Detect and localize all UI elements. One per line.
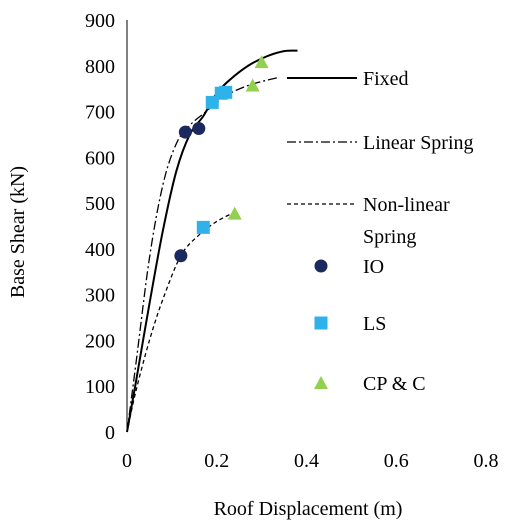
legend: Fixed Linear Spring Non-linear Spring IO LS CP… xyxy=(287,68,474,395)
legend-label-ls: LS xyxy=(363,313,386,335)
y-tick-label: 800 xyxy=(85,56,115,78)
point-cp-c xyxy=(227,206,242,220)
x-tick-label: 0.2 xyxy=(204,450,229,472)
legend-label-cp-c: CP & C xyxy=(363,373,426,395)
legend-swatch-io xyxy=(314,259,328,273)
y-tick-label: 0 xyxy=(105,422,115,444)
y-tick-label: 900 xyxy=(85,10,115,32)
y-tick-label: 300 xyxy=(85,285,115,307)
legend-label-non-linear-spring: Non-linear Spring xyxy=(363,194,450,248)
legend-label-linear-spring: Linear Spring xyxy=(363,132,474,154)
series-line-fixed xyxy=(126,49,298,433)
y-tick-label: 400 xyxy=(85,239,115,261)
x-tick-label: 0.8 xyxy=(474,450,499,472)
series-line-linear-spring xyxy=(126,76,280,433)
y-tick-label: 100 xyxy=(85,376,115,398)
point-cp-c xyxy=(254,55,269,69)
point-ls xyxy=(196,220,210,234)
point-io xyxy=(192,121,206,135)
legend-swatch-cp-c xyxy=(314,376,328,389)
x-axis-label: Roof Displacement (m) xyxy=(214,498,403,520)
axes: 0 100 200 300 400 500 600 700 800 900 0 0.2 0.4 0.6 0.… xyxy=(85,10,499,472)
x-tick-label: 0.4 xyxy=(294,450,319,472)
x-tick-label: 0.6 xyxy=(384,450,409,472)
series-line-non-linear-spring xyxy=(126,211,235,433)
legend-label-fixed: Fixed xyxy=(363,68,409,90)
legend-swatch-ls xyxy=(314,316,328,330)
y-tick-label: 600 xyxy=(85,147,115,169)
y-tick-label: 500 xyxy=(85,193,115,215)
x-tick-label: 0 xyxy=(122,450,132,472)
y-axis-label: Base Shear (kN) xyxy=(7,166,29,298)
point-cp-c xyxy=(245,78,260,92)
point-ls xyxy=(219,85,233,99)
plot-area xyxy=(126,49,298,433)
legend-label-io: IO xyxy=(363,256,384,278)
point-io xyxy=(174,249,188,263)
y-tick-label: 200 xyxy=(85,330,115,352)
point-io xyxy=(178,125,192,139)
y-tick-label: 700 xyxy=(85,102,115,124)
